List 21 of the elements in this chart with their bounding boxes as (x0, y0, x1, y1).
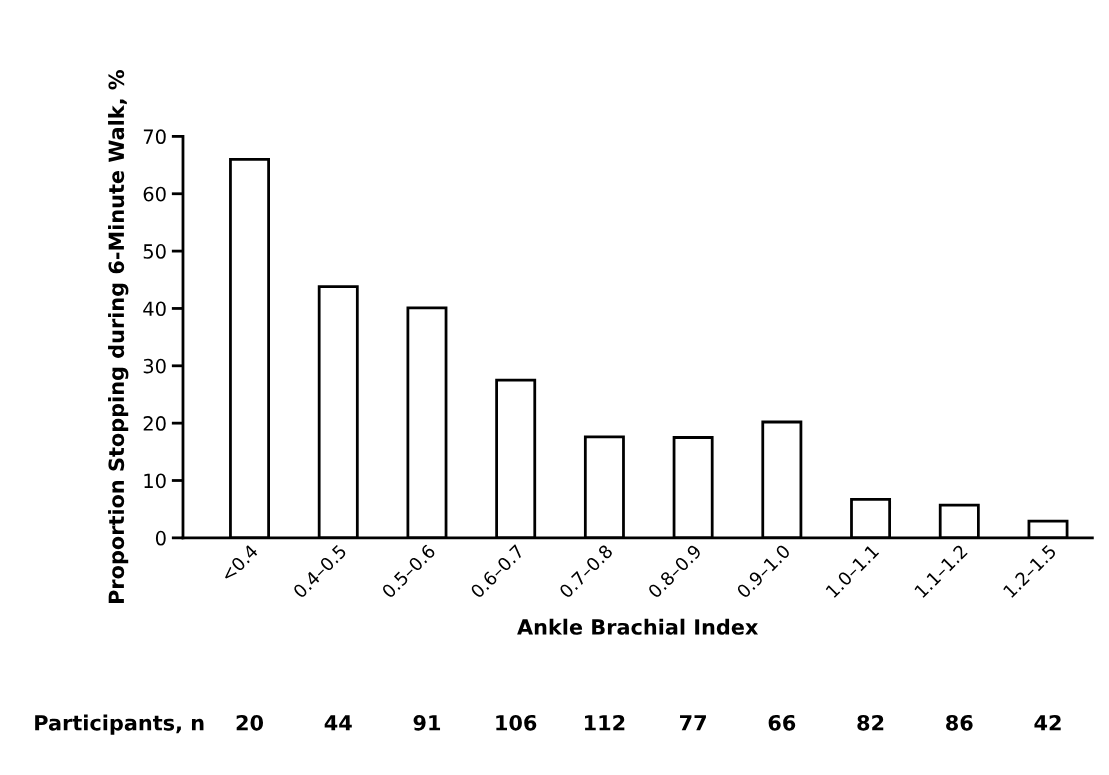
y-axis-title: Proportion Stopping during 6-Minute Walk, % (108, 69, 129, 603)
y-tick-label: 20 (143, 416, 166, 431)
text: 20 (236, 714, 264, 731)
text: 106 (496, 714, 537, 731)
y-tick-label: 10 (144, 473, 166, 489)
text: 86 (946, 714, 973, 731)
text: 66 (768, 714, 796, 731)
text: 42 (1034, 714, 1061, 731)
y-tick-label: 40 (143, 301, 166, 317)
y-tick-label: 60 (143, 186, 166, 202)
y-tick-label: 30 (143, 358, 166, 374)
text: 44 (324, 715, 352, 731)
text: 82 (857, 714, 884, 731)
text: 112 (585, 714, 625, 731)
y-tick-label: 70 (143, 129, 166, 145)
text: 91 (413, 714, 441, 731)
y-tick-label: 50 (143, 244, 166, 259)
x-axis-title: Ankle Brachial Index (517, 618, 759, 635)
y-tick-label: 0 (155, 530, 166, 546)
text: 77 (680, 715, 706, 731)
text: Participants, n (35, 714, 204, 735)
